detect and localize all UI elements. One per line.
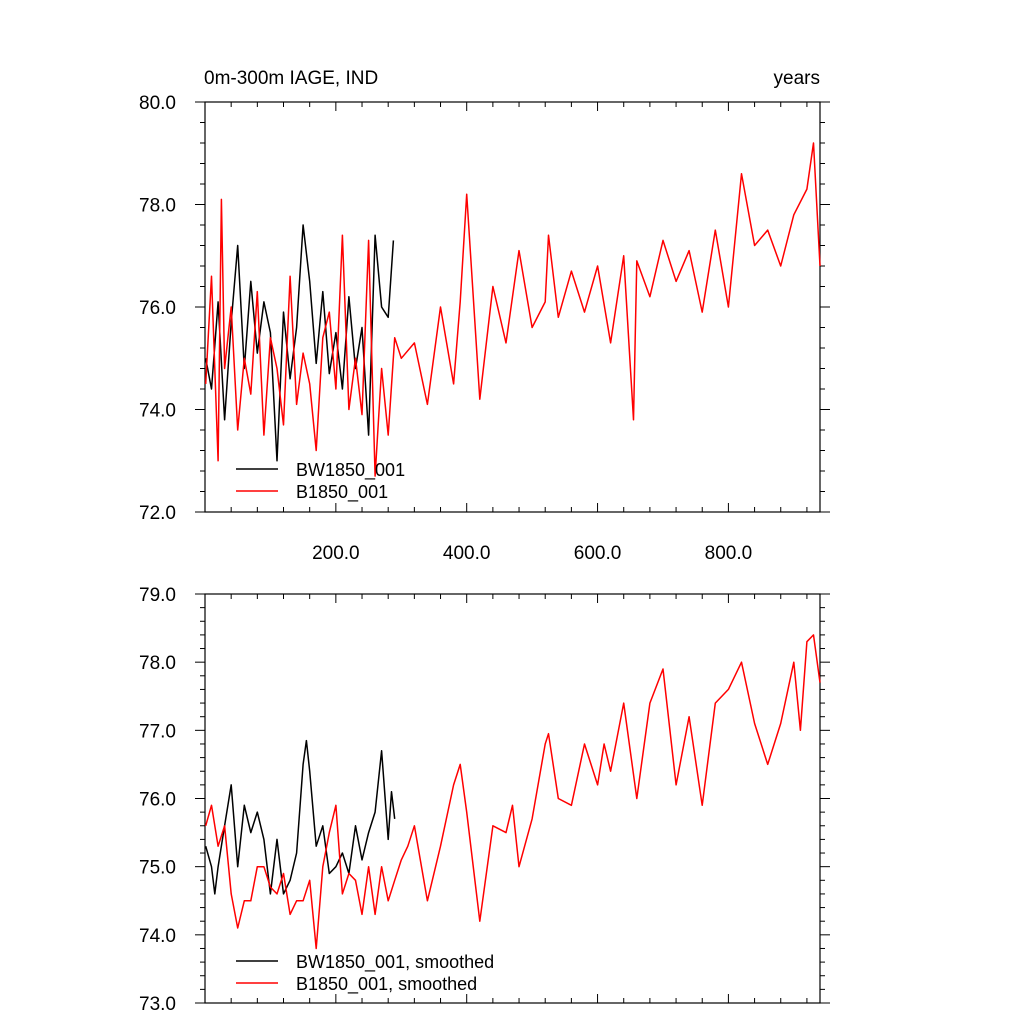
x-tick-label: 600.0 xyxy=(574,543,622,564)
y-tick-label: 78.0 xyxy=(139,653,176,674)
y-tick-label: 80.0 xyxy=(139,93,176,114)
chart-title: 0m-300m IAGE, IND xyxy=(204,68,378,89)
series-line xyxy=(204,224,395,462)
legend-label: BW1850_001 xyxy=(296,460,405,481)
x-tick-label: 200.0 xyxy=(312,543,360,564)
x-tick-label: 400.0 xyxy=(443,543,491,564)
y-tick-label: 75.0 xyxy=(139,858,176,879)
y-tick-label: 74.0 xyxy=(139,926,176,947)
y-tick-label: 79.0 xyxy=(139,585,176,606)
top-panel: 72.0 74.0 76.0 78.0 80.0 200.0 400.0 600.0 800.0… xyxy=(139,93,830,564)
plot-frame xyxy=(204,593,821,1004)
y-tick-label: 77.0 xyxy=(139,721,176,742)
series-line xyxy=(204,142,821,477)
x-tick-label: 800.0 xyxy=(705,543,753,564)
legend-label: B1850_001, smoothed xyxy=(296,974,477,995)
y-tick-label: 78.0 xyxy=(139,196,176,217)
y-tick-label: 74.0 xyxy=(139,401,176,422)
y-tick-label: 76.0 xyxy=(139,790,176,811)
legend-label: B1850_001 xyxy=(296,482,388,503)
y-tick-label: 72.0 xyxy=(139,503,176,524)
series-line xyxy=(204,739,396,895)
y-tick-label: 73.0 xyxy=(139,994,176,1015)
units-label: years xyxy=(774,68,820,89)
legend-label: BW1850_001, smoothed xyxy=(296,952,494,973)
bottom-panel: 73.0 74.0 75.0 76.0 77.0 78.0 79.0 BW1850_001, … xyxy=(139,585,830,1015)
series-line xyxy=(204,634,821,950)
y-tick-label: 76.0 xyxy=(139,298,176,319)
